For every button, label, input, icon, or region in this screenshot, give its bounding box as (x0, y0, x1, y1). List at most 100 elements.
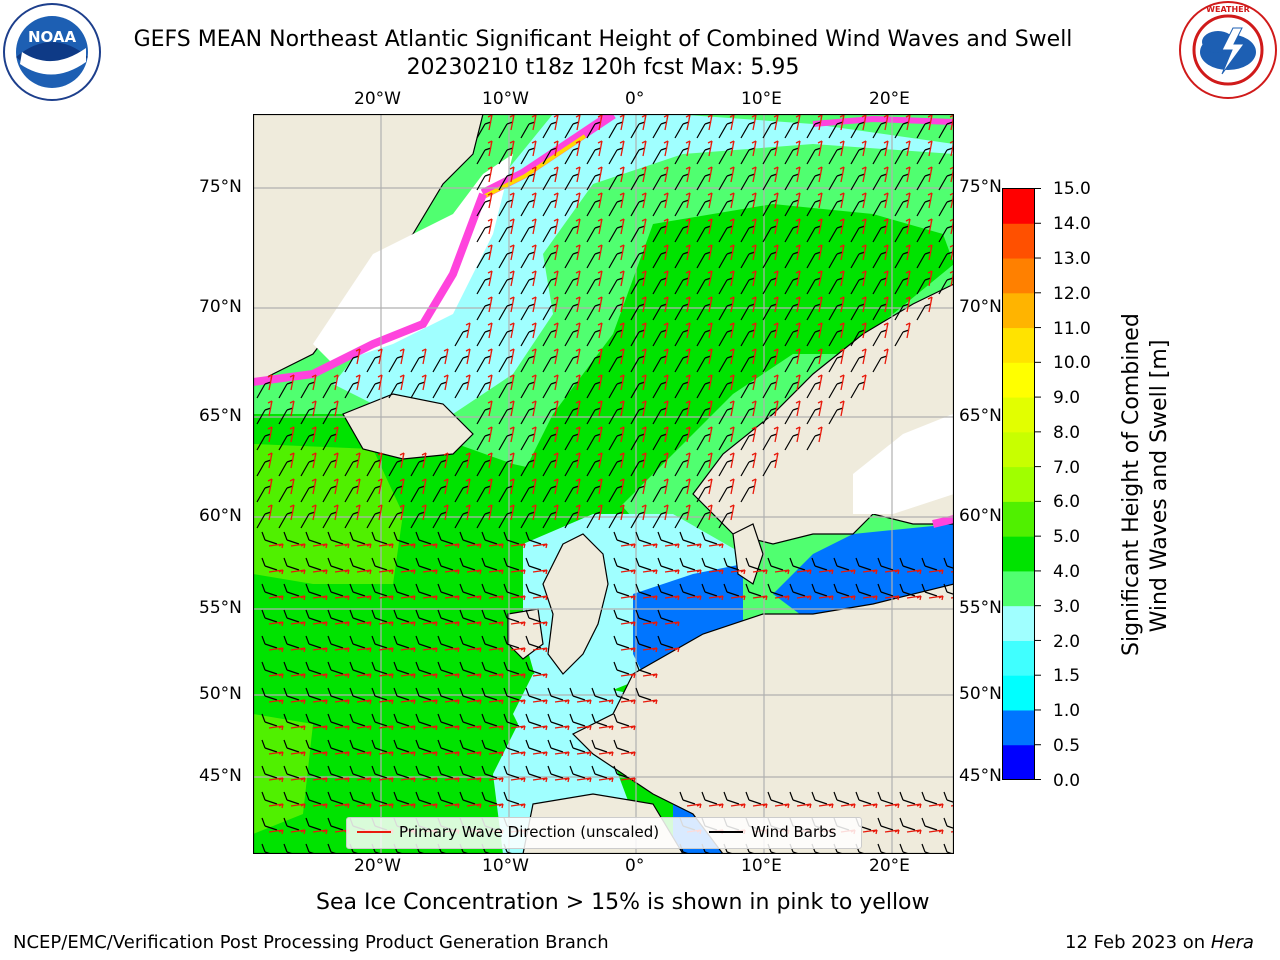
wind-barb (283, 687, 300, 701)
footer-host: Hera (1210, 932, 1254, 953)
lat-label-left: 45°N (199, 766, 242, 786)
wave-arrow (487, 348, 493, 365)
wave-arrow (664, 621, 680, 627)
wave-arrow (334, 725, 350, 731)
wave-arrow (883, 270, 889, 287)
wave-arrow (510, 647, 526, 653)
wind-barb (305, 765, 322, 779)
wind-barb (877, 557, 894, 571)
wave-arrow (663, 296, 669, 313)
wave-arrow (619, 400, 625, 417)
wave-arrow (620, 569, 636, 575)
wind-barb (283, 765, 300, 779)
wave-arrow (532, 569, 548, 575)
wave-arrow (311, 452, 317, 469)
wind-barb (415, 791, 432, 805)
wind-barb (657, 531, 674, 545)
wave-arrow (400, 699, 416, 705)
wave-arrow (840, 803, 856, 809)
wave-arrow (509, 114, 515, 131)
wave-arrow (333, 504, 339, 521)
wind-barb (635, 531, 652, 545)
wave-arrow (377, 374, 383, 391)
wave-arrow (510, 725, 526, 731)
wave-arrow (839, 322, 845, 339)
wind-barb (811, 583, 828, 597)
wave-arrow (400, 647, 416, 653)
wave-arrow (575, 504, 581, 521)
wave-arrow (817, 140, 823, 157)
wind-barb (371, 583, 388, 597)
wind-barb (899, 843, 911, 854)
wave-arrow (268, 751, 284, 757)
wave-arrow (619, 426, 625, 443)
wave-arrow (333, 478, 339, 495)
wave-arrow (619, 452, 625, 469)
wind-barb (459, 739, 476, 753)
wave-arrow (531, 140, 537, 157)
wind-barb (459, 609, 476, 623)
wave-arrow (751, 140, 757, 157)
wind-barb (657, 635, 674, 649)
wave-arrow (641, 244, 647, 261)
wave-arrow (619, 296, 625, 313)
wave-arrow (510, 673, 526, 679)
colorbar-tick: 9.0 (1053, 388, 1081, 408)
wave-arrow (663, 114, 669, 131)
wind-barb (415, 739, 432, 753)
wave-arrow (686, 803, 702, 809)
wave-arrow (619, 270, 625, 287)
wind-barb (503, 713, 520, 727)
wave-arrow (553, 140, 559, 157)
wave-arrow (663, 322, 669, 339)
wind-barb (701, 583, 718, 597)
wave-arrow (619, 504, 625, 521)
wave-arrow (817, 426, 823, 443)
wave-arrow (487, 374, 493, 391)
wave-arrow (444, 647, 460, 653)
colorbar-tick: 6.0 (1053, 492, 1081, 512)
wave-arrow (905, 114, 911, 131)
wave-arrow (663, 218, 669, 235)
footer-credit: NCEP/EMC/Verification Post Processing Pr… (13, 932, 609, 953)
wind-barb (789, 583, 806, 597)
wind-barb (679, 531, 696, 545)
wave-arrow (378, 543, 394, 549)
wave-arrow (729, 452, 735, 469)
wind-barb (503, 635, 520, 649)
lat-label-left: 70°N (199, 297, 242, 317)
wave-arrow (509, 478, 515, 495)
lon-label-bottom: 20°E (869, 856, 910, 876)
wind-barb (613, 531, 630, 545)
wave-arrow (773, 270, 779, 287)
wind-barb (327, 661, 344, 675)
wave-arrow (334, 621, 350, 627)
wave-arrow (378, 777, 394, 783)
colorbar (1002, 188, 1041, 780)
wind-barb (305, 817, 322, 831)
wave-arrow (400, 751, 416, 757)
lon-label-top: 10°E (741, 89, 782, 109)
wave-arrow (685, 114, 691, 131)
wave-arrow (422, 621, 438, 627)
wave-arrow (862, 803, 878, 809)
wave-arrow (465, 452, 471, 469)
wave-arrow (290, 751, 306, 757)
wave-arrow (707, 114, 713, 131)
wave-arrow (422, 725, 438, 731)
wave-arrow (532, 595, 548, 601)
wave-arrow (377, 452, 383, 469)
lon-label-bottom: 20°W (354, 856, 401, 876)
wave-arrow (290, 543, 306, 549)
wind-barb (305, 843, 317, 854)
lon-label-top: 20°W (354, 89, 401, 109)
wave-arrow (531, 270, 537, 287)
lat-label-left: 65°N (199, 406, 242, 426)
wave-arrow (620, 543, 636, 549)
wave-arrow (487, 192, 493, 209)
wave-arrow (355, 374, 361, 391)
wave-arrow (905, 322, 911, 339)
wind-barb (569, 765, 586, 779)
wave-arrow (554, 777, 570, 783)
wave-arrow (312, 647, 328, 653)
